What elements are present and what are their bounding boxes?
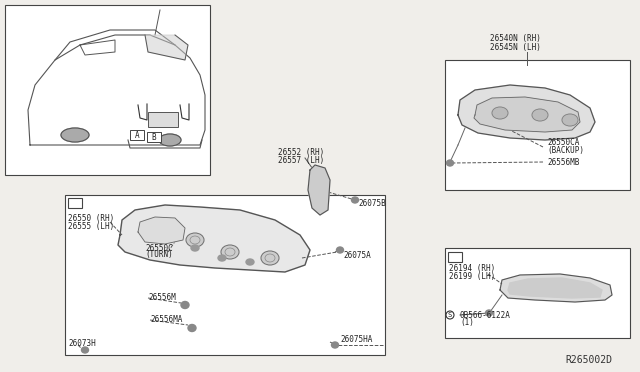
Bar — [445, 60, 630, 190]
Ellipse shape — [221, 245, 239, 259]
Text: 26540N (RH): 26540N (RH) — [490, 33, 541, 42]
Ellipse shape — [337, 247, 344, 253]
Text: (TURN): (TURN) — [145, 250, 173, 260]
Ellipse shape — [186, 233, 204, 247]
Ellipse shape — [159, 134, 181, 146]
Text: B: B — [152, 132, 156, 141]
Polygon shape — [308, 165, 330, 215]
Text: A: A — [72, 199, 77, 208]
Text: A: A — [134, 131, 140, 140]
Text: 0B566-6122A: 0B566-6122A — [460, 311, 511, 320]
Text: 26550C: 26550C — [145, 244, 173, 253]
Text: 26555 (LH): 26555 (LH) — [68, 221, 115, 231]
Text: R265002D: R265002D — [565, 355, 612, 365]
Ellipse shape — [218, 255, 226, 261]
Polygon shape — [458, 85, 595, 140]
Ellipse shape — [351, 197, 358, 203]
Text: (1): (1) — [460, 318, 474, 327]
Ellipse shape — [181, 301, 189, 308]
Text: 26556M: 26556M — [148, 294, 176, 302]
Ellipse shape — [447, 160, 454, 166]
Text: (BACKUP): (BACKUP) — [547, 145, 584, 154]
Text: 26199 (LH): 26199 (LH) — [449, 273, 495, 282]
Ellipse shape — [562, 114, 578, 126]
Bar — [147, 132, 161, 142]
Text: 26556MB: 26556MB — [547, 157, 579, 167]
Bar — [445, 248, 630, 338]
Ellipse shape — [486, 310, 493, 316]
Polygon shape — [508, 278, 602, 298]
Polygon shape — [118, 205, 310, 272]
Text: 26194 (RH): 26194 (RH) — [449, 263, 495, 273]
Text: B: B — [452, 253, 458, 262]
Ellipse shape — [532, 109, 548, 121]
Ellipse shape — [492, 107, 508, 119]
Bar — [130, 130, 144, 140]
Ellipse shape — [81, 347, 88, 353]
Ellipse shape — [188, 324, 196, 331]
Text: 26550CA: 26550CA — [547, 138, 579, 147]
Bar — [5, 5, 210, 175]
Text: 26552 (RH): 26552 (RH) — [278, 148, 324, 157]
Polygon shape — [500, 274, 612, 302]
Ellipse shape — [246, 259, 254, 265]
Bar — [65, 195, 385, 355]
Text: S: S — [448, 312, 452, 318]
Bar — [68, 198, 82, 208]
Text: 26075A: 26075A — [343, 250, 371, 260]
Text: 26075HA: 26075HA — [340, 336, 372, 344]
Polygon shape — [145, 35, 188, 60]
Text: 26073H: 26073H — [68, 339, 96, 347]
Ellipse shape — [61, 128, 89, 142]
Polygon shape — [474, 97, 580, 132]
Bar — [148, 112, 178, 127]
Text: 26545N (LH): 26545N (LH) — [490, 42, 541, 51]
Ellipse shape — [191, 245, 199, 251]
Text: 26550 (RH): 26550 (RH) — [68, 214, 115, 222]
Ellipse shape — [332, 342, 339, 348]
Bar — [448, 252, 462, 262]
Text: 26556MA: 26556MA — [150, 315, 182, 324]
Polygon shape — [138, 217, 185, 244]
Ellipse shape — [261, 251, 279, 265]
Text: 26075B: 26075B — [358, 199, 386, 208]
Text: 26557 (LH): 26557 (LH) — [278, 155, 324, 164]
